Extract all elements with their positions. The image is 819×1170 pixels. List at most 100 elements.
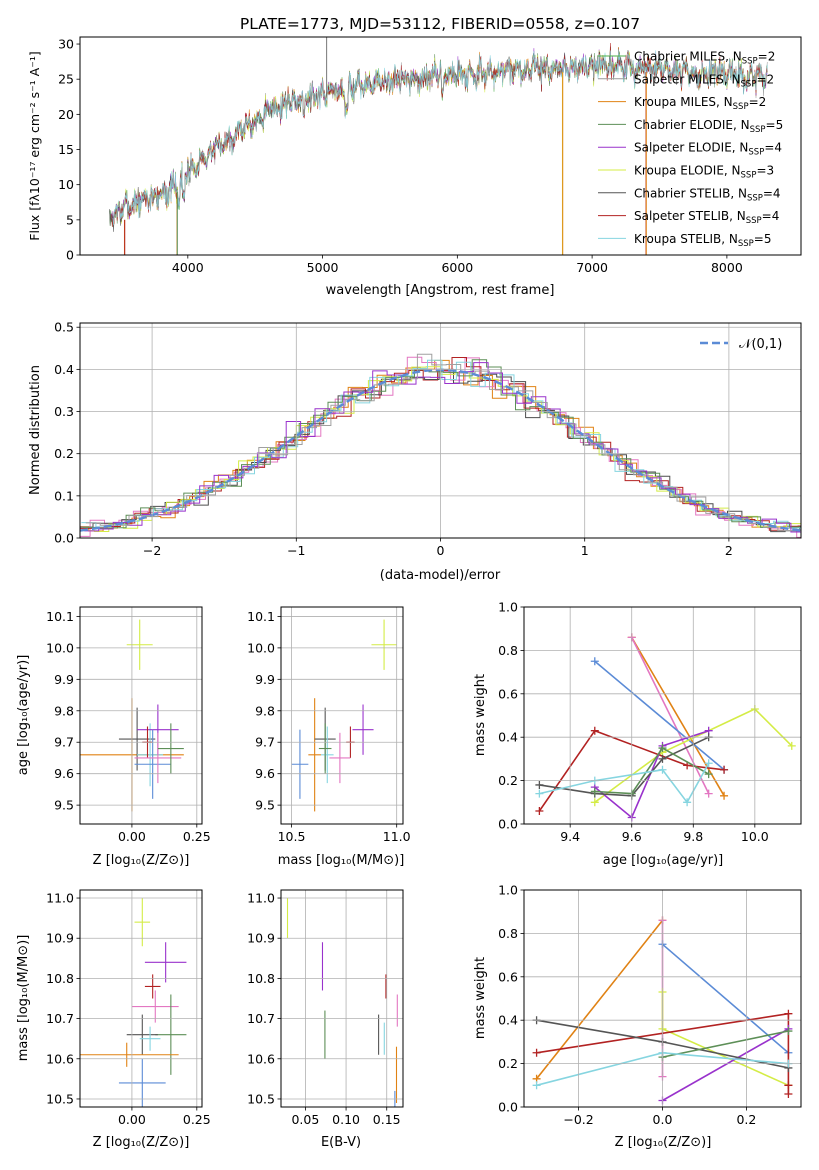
weight-vs-age-marker bbox=[535, 806, 544, 815]
age-vs-mass-ytick-label: 9.9 bbox=[255, 672, 275, 687]
age-vs-Z-ytick-label: 9.7 bbox=[54, 735, 74, 750]
mass-vs-EBV-xtick-label: 0.15 bbox=[373, 1112, 401, 1127]
mass-vs-EBV: 0.05 0.10 0.15 10.5 10.6 10.7 10.8 10.9 11.0 E(B-… bbox=[247, 889, 404, 1150]
spectrum-legend-entry: Chabrier ELODIE, NSSP=5 bbox=[634, 118, 783, 135]
residuals-xtick-label: 1 bbox=[581, 543, 589, 558]
spectrum-xtick-label: 7000 bbox=[576, 260, 608, 275]
weight-vs-age-xtick-label: 9.4 bbox=[560, 829, 580, 844]
age-vs-Z-point bbox=[126, 619, 153, 670]
residuals-xtick-label: −2 bbox=[143, 543, 161, 558]
mass-vs-EBV-xtick-label: 0.05 bbox=[291, 1112, 319, 1127]
weight-vs-Z-marker bbox=[784, 1089, 793, 1098]
weight-vs-Z-ytick-label: 0.4 bbox=[498, 1013, 518, 1028]
weight-vs-Z-series-line bbox=[535, 919, 664, 1080]
age-vs-mass-ytick-label: 9.6 bbox=[255, 766, 275, 781]
age-vs-mass-xtick-label: 11.0 bbox=[383, 829, 411, 844]
weight-vs-age-marker bbox=[787, 741, 796, 750]
spectrum-title: PLATE=1773, MJD=53112, FIBERID=0558, z=0… bbox=[240, 15, 640, 33]
age-vs-Z-point bbox=[134, 729, 171, 799]
age-vs-mass-ytick-label: 10.1 bbox=[247, 609, 275, 624]
age-vs-mass-frame bbox=[280, 606, 404, 825]
residuals-histogram bbox=[80, 359, 801, 532]
weight-vs-age-series-line bbox=[539, 762, 710, 804]
residuals-legend-entry: 𝒩(0,1) bbox=[739, 337, 782, 352]
mass-vs-Z-xtick-label: 0.25 bbox=[183, 1112, 211, 1127]
weight-vs-age-xlabel: age [log₁₀(age/yr)] bbox=[603, 853, 724, 868]
age-vs-mass-point bbox=[291, 729, 309, 799]
age-vs-Z: 0.00 0.25 9.5 9.6 9.7 9.8 9.9 10.0 10.1 Z [log₁₀(… bbox=[16, 606, 211, 868]
age-vs-Z-xtick-label: 0.25 bbox=[183, 829, 211, 844]
weight-vs-Z-xtick-label: 0.2 bbox=[736, 1112, 756, 1127]
mass-vs-EBV-ytick-label: 10.7 bbox=[247, 1011, 275, 1026]
spectrum-ylabel: Flux [fλ10⁻¹⁷ erg cm⁻² s⁻¹ A⁻¹] bbox=[27, 51, 42, 240]
mass-vs-EBV-ytick-label: 10.5 bbox=[247, 1091, 275, 1106]
weight-vs-Z-series-line bbox=[662, 1028, 789, 1102]
weight-vs-Z-ytick-label: 1.0 bbox=[498, 883, 518, 898]
residuals-xlabel: (data-model)/error bbox=[380, 568, 501, 583]
weight-vs-age-marker bbox=[590, 657, 599, 666]
mass-vs-Z-point bbox=[155, 994, 187, 1075]
residuals-xtick-label: −1 bbox=[287, 543, 305, 558]
mass-vs-Z-point bbox=[134, 898, 151, 947]
spectrum-frame bbox=[79, 36, 802, 256]
mass-vs-Z-ytick-label: 10.6 bbox=[46, 1051, 74, 1066]
weight-vs-Z-xlabel: Z [log₁₀(Z/Z⊙)] bbox=[615, 1135, 712, 1150]
mass-vs-Z-point bbox=[80, 1042, 179, 1067]
mass-vs-EBV-xtick-label: 0.10 bbox=[332, 1112, 360, 1127]
age-vs-mass-point bbox=[352, 704, 374, 755]
mass-vs-Z-ytick-label: 10.8 bbox=[46, 971, 74, 986]
weight-vs-Z-marker bbox=[532, 1048, 541, 1057]
residuals-ytick-label: 0.2 bbox=[54, 446, 74, 461]
age-vs-mass-plot-area bbox=[291, 619, 397, 812]
mass-vs-EBV-xlabel: E(B-V) bbox=[321, 1135, 361, 1150]
weight-vs-age-series-line bbox=[594, 729, 709, 819]
age-vs-mass-xlabel: mass [log₁₀(M/M⊙)] bbox=[278, 853, 405, 868]
spectrum-xlabel: wavelength [Angstrom, rest frame] bbox=[326, 283, 555, 298]
weight-vs-age-ytick-label: 0.2 bbox=[498, 773, 518, 788]
spectrum-xtick-label: 8000 bbox=[711, 260, 743, 275]
weight-vs-Z-marker bbox=[784, 1081, 793, 1090]
age-vs-mass-xtick-label: 10.5 bbox=[278, 829, 306, 844]
weight-vs-age-marker bbox=[590, 726, 599, 735]
mass-vs-EBV-ytick-label: 10.9 bbox=[247, 931, 275, 946]
spectrum-ytick-label: 0 bbox=[66, 248, 74, 263]
spectrum-xtick-label: 5000 bbox=[307, 260, 339, 275]
weight-vs-Z-ylabel: mass weight bbox=[473, 957, 488, 1039]
age-vs-mass-point bbox=[308, 698, 321, 812]
age-vs-Z-ytick-label: 10.0 bbox=[46, 640, 74, 655]
weight-vs-age-marker bbox=[658, 765, 667, 774]
mass-vs-Z-ylabel: mass [log₁₀(M/M⊙)] bbox=[16, 935, 31, 1062]
residuals-xtick-label: 2 bbox=[725, 543, 733, 558]
weight-vs-age-marker bbox=[720, 791, 729, 800]
mass-vs-Z-point bbox=[118, 1058, 166, 1107]
age-vs-Z-point bbox=[137, 723, 164, 787]
weight-vs-age-series-line bbox=[630, 637, 710, 794]
spectrum-ytick-label: 15 bbox=[58, 142, 74, 157]
weight-vs-age-marker bbox=[658, 744, 667, 753]
weight-vs-age-ytick-label: 0.8 bbox=[498, 643, 518, 658]
weight-vs-age-ytick-label: 0.6 bbox=[498, 686, 518, 701]
weight-vs-age-ylabel: mass weight bbox=[473, 674, 488, 756]
spectrum-legend-entry: Chabrier STELIB, NSSP=4 bbox=[634, 186, 781, 203]
age-vs-Z-ytick-label: 9.6 bbox=[54, 766, 74, 781]
weight-vs-age-series-line bbox=[594, 660, 725, 771]
residuals-histogram bbox=[84, 362, 801, 533]
weight-vs-Z-marker bbox=[784, 1009, 793, 1018]
mass-vs-Z-ytick-label: 11.0 bbox=[46, 891, 74, 906]
spectrum-series-line bbox=[112, 49, 768, 226]
residuals-plot-area bbox=[80, 353, 801, 538]
weight-vs-age-marker bbox=[683, 798, 692, 807]
spectrum-legend-entry: Kroupa STELIB, NSSP=5 bbox=[634, 232, 772, 249]
residuals-frame bbox=[79, 322, 802, 539]
age-vs-mass-ytick-label: 9.5 bbox=[255, 798, 275, 813]
weight-vs-age-series-line bbox=[594, 746, 710, 795]
mass-vs-Z-ytick-label: 10.9 bbox=[46, 931, 74, 946]
spectrum-plot-area bbox=[109, 37, 768, 255]
age-vs-mass-point bbox=[329, 732, 351, 784]
weight-vs-age-xtick-label: 9.8 bbox=[683, 829, 703, 844]
weight-vs-age-frame bbox=[523, 606, 802, 825]
mass-vs-Z-point bbox=[144, 974, 161, 999]
spectrum-legend-entry: Salpeter ELODIE, NSSP=4 bbox=[634, 141, 782, 158]
spectrum-ytick-label: 25 bbox=[58, 72, 74, 87]
